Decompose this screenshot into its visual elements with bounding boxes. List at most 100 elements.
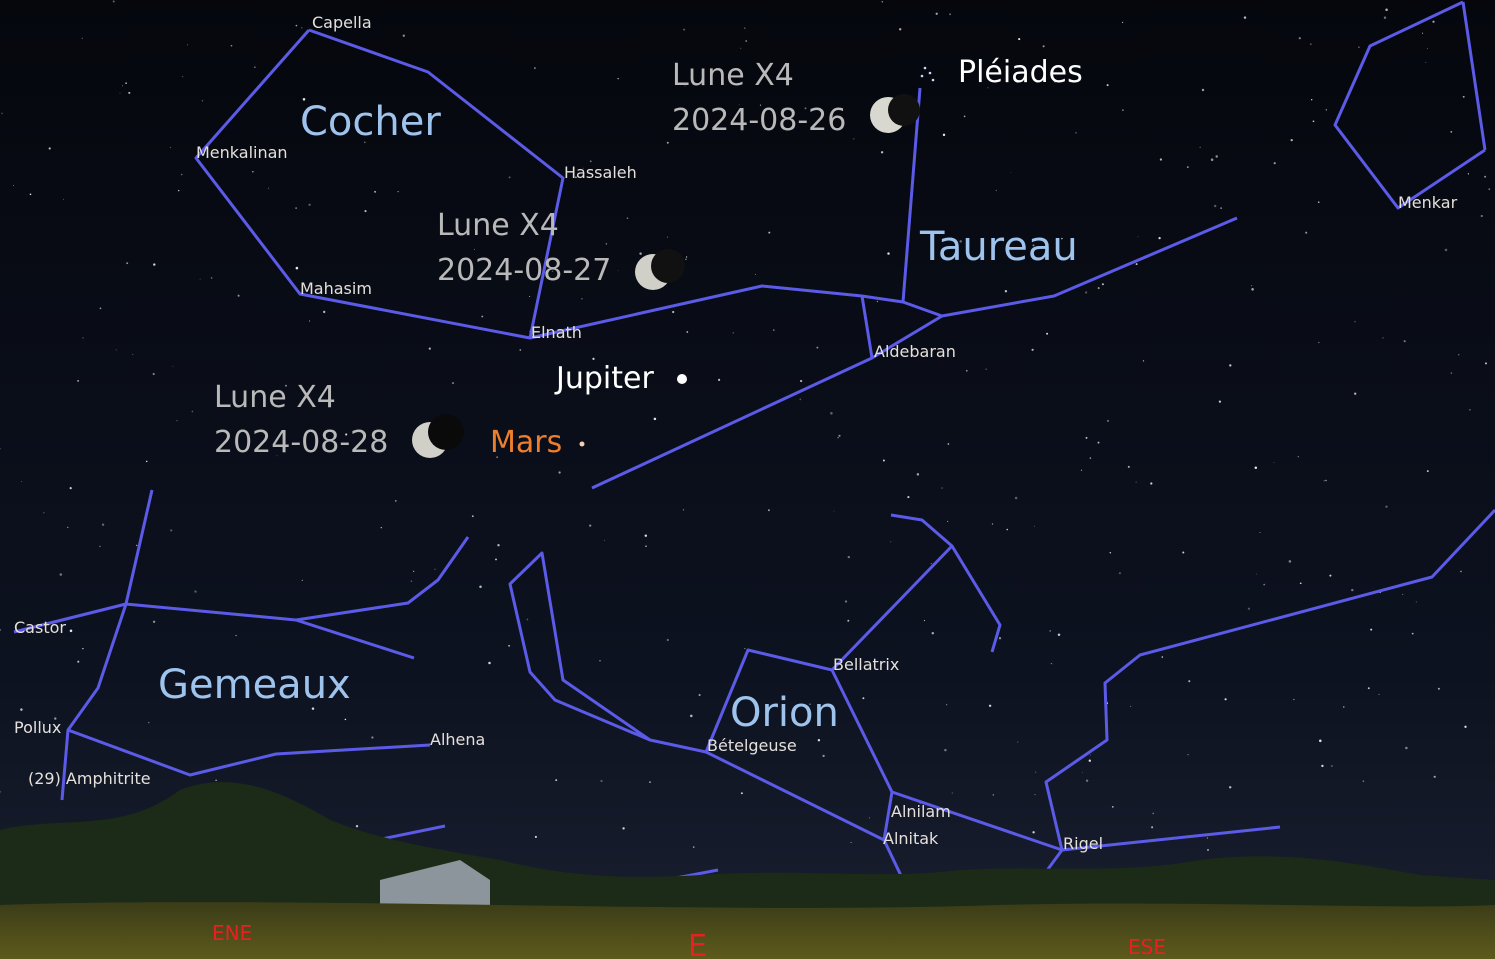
star-dot [1385, 8, 1388, 12]
star-dot [744, 27, 746, 29]
star-dot [1106, 419, 1110, 422]
star-dot [1484, 362, 1488, 365]
star-dot [685, 256, 688, 258]
star-dot [496, 456, 499, 459]
constellation-lines [13, 0, 1495, 888]
star-dot [799, 379, 803, 383]
star-dot [1017, 741, 1019, 743]
star-dot [1046, 332, 1049, 335]
star-dot [355, 824, 359, 828]
star-dot [177, 189, 180, 192]
star-dot [152, 372, 155, 376]
star-dot [215, 779, 217, 781]
star-dot [1186, 166, 1189, 169]
star-label: Elnath [531, 323, 582, 342]
star-label: Alhena [430, 730, 485, 749]
star-dot [364, 210, 367, 213]
star-dot [995, 189, 997, 192]
star-dot [772, 329, 775, 331]
star-dot [295, 24, 298, 27]
mars-dot [579, 441, 585, 447]
star-dot [201, 99, 204, 102]
star-dot [1158, 236, 1161, 240]
star-dot [686, 331, 689, 333]
star-dot [191, 410, 194, 413]
star-dot [126, 262, 129, 265]
star-dot [1207, 848, 1209, 851]
star-dot [135, 544, 138, 547]
star-dot [1247, 607, 1251, 610]
star-dot [1213, 204, 1217, 208]
star-dot [252, 171, 254, 173]
star-dot [194, 590, 197, 593]
star-dot [182, 76, 184, 78]
star-dot [1089, 457, 1092, 459]
star-dot [666, 639, 669, 641]
star-dot [172, 365, 174, 367]
star-dot [237, 294, 240, 297]
star-dot [1075, 132, 1077, 134]
star-dot [0, 629, 2, 631]
star-dot [816, 346, 819, 349]
star-dot [698, 693, 701, 697]
star-dot [397, 191, 399, 193]
star-dot [0, 448, 1, 450]
star-dot [1362, 780, 1365, 782]
star-dot [302, 98, 306, 101]
star-dot [1325, 109, 1327, 111]
star-label: Mahasim [300, 279, 372, 298]
star-dot [1006, 528, 1008, 531]
star-dot [1047, 243, 1049, 245]
star-dot [645, 545, 647, 548]
star-dot [1130, 705, 1132, 707]
cardinal-point: ENE [212, 921, 252, 945]
star-dot [210, 277, 213, 279]
moon-label: Lune X4 [672, 58, 794, 93]
star-dot [672, 310, 675, 314]
moon-label: Lune X4 [214, 380, 336, 415]
star-dot [732, 332, 734, 334]
star-dot [48, 147, 51, 150]
star-dot [768, 231, 771, 234]
star-dot [1088, 759, 1091, 762]
constellation-name: Orion [730, 690, 839, 736]
star-dot [767, 509, 770, 512]
star-dot [1444, 248, 1448, 252]
star-dot [1061, 237, 1063, 240]
star-dot [684, 85, 686, 87]
star-dot [959, 240, 962, 243]
star-dot [121, 85, 123, 87]
star-dot [916, 473, 920, 476]
star-dot [1220, 207, 1222, 209]
star-dot [1310, 43, 1312, 45]
moons [412, 94, 920, 458]
star-dot [890, 541, 892, 543]
star-dot [529, 295, 531, 297]
star-dot [880, 151, 884, 154]
star-dot [1150, 482, 1153, 485]
star-dot [267, 187, 269, 189]
star-dot [1135, 263, 1138, 266]
star-dot [844, 600, 848, 603]
star-dot [1228, 786, 1232, 789]
star-dot [946, 704, 948, 706]
star-dot [754, 273, 757, 275]
star-dot [666, 236, 668, 238]
star-dot [112, 0, 115, 3]
star-dot [1382, 337, 1384, 339]
star-dot [488, 661, 491, 665]
star-dot [935, 12, 938, 15]
star-dot [744, 648, 746, 650]
star-dot [1354, 321, 1356, 323]
star-dot [1462, 95, 1465, 98]
star-dot [77, 379, 80, 382]
star-dot [1057, 633, 1061, 637]
star-dot [822, 754, 825, 758]
star-dot [1450, 372, 1453, 374]
star-dot [639, 252, 642, 255]
moon-date: 2024-08-27 [437, 253, 611, 288]
star-dot [29, 193, 32, 196]
star-dot [254, 66, 256, 68]
star-dot [1312, 120, 1315, 123]
star-dot [1273, 462, 1275, 463]
